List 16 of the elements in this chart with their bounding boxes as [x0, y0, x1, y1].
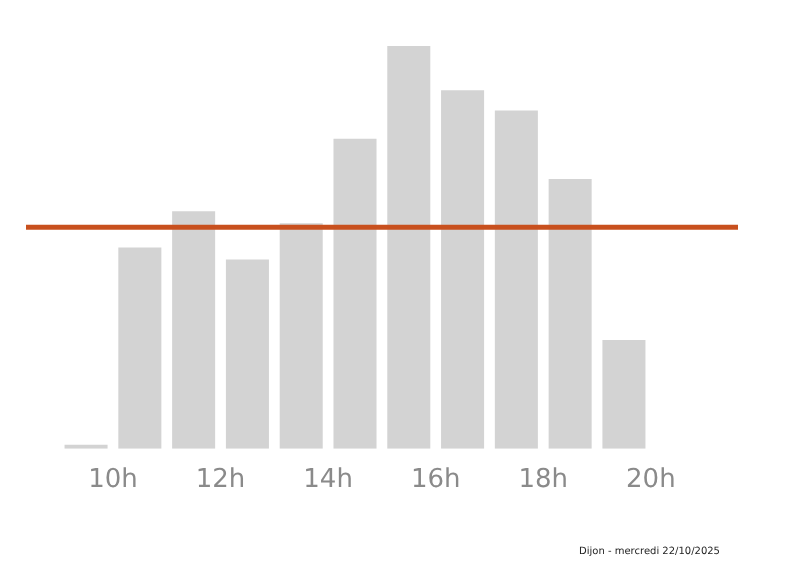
- bar: [441, 90, 485, 449]
- bar: [172, 211, 216, 449]
- x-tick-label: 16h: [410, 465, 461, 496]
- x-tick-label: 12h: [195, 465, 246, 496]
- x-tick-label: 18h: [518, 465, 569, 496]
- bar: [548, 178, 592, 449]
- bar: [279, 223, 323, 449]
- x-tick-label: 14h: [303, 465, 353, 496]
- bar: [333, 138, 377, 449]
- bar: [494, 110, 538, 449]
- bar: [225, 259, 269, 449]
- bar: [387, 46, 431, 449]
- bar: [602, 340, 646, 449]
- x-tick-label: 20h: [626, 465, 676, 496]
- x-tick-label: 10h: [88, 465, 138, 496]
- bar: [118, 247, 162, 449]
